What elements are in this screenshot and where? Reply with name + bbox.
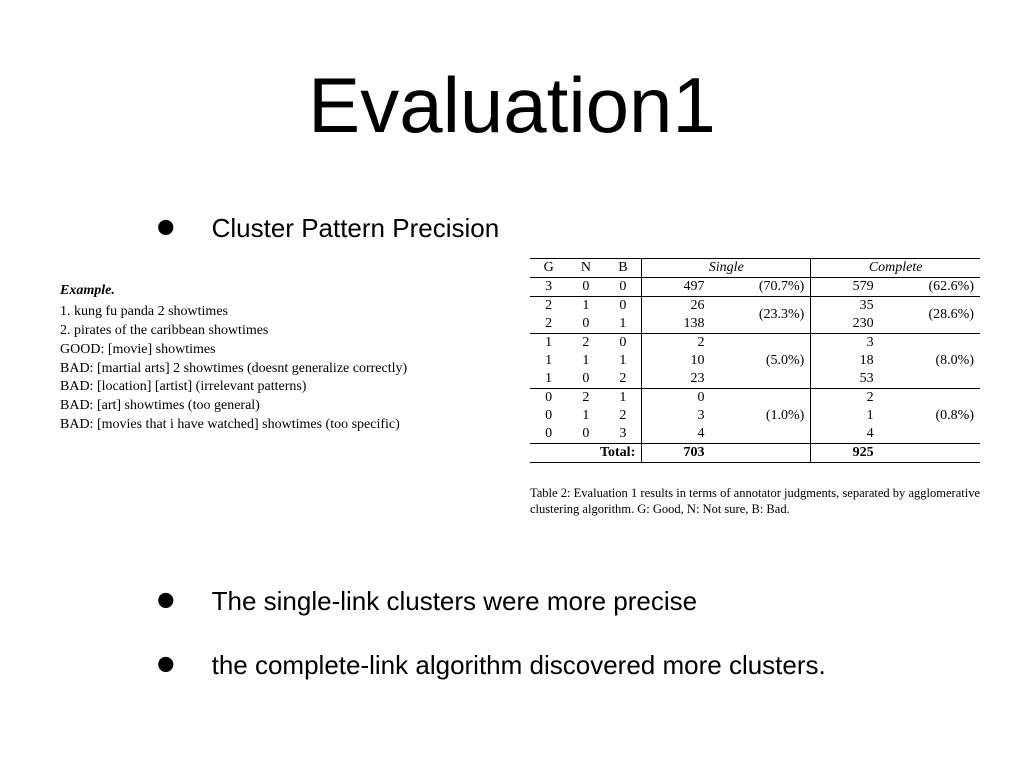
bullet-1-text: Cluster Pattern Precision: [212, 213, 500, 244]
cell-complete-value: 53: [811, 370, 880, 389]
cell-g: 0: [530, 389, 567, 408]
cell-n: 0: [567, 315, 604, 334]
cell-single-value: 10: [642, 352, 711, 370]
results-tbody: 300497(70.7%)579(62.6%)21026(23.3%)35(28…: [530, 278, 980, 463]
total-complete-pad: [880, 444, 980, 463]
table-row: 0210(1.0%)2(0.8%): [530, 389, 980, 408]
col-single: Single: [642, 259, 811, 278]
bullet-3: • the complete-link algorithm discovered…: [156, 650, 826, 681]
cell-single-pct: (23.3%): [711, 297, 811, 334]
cell-b: 1: [605, 352, 642, 370]
cell-complete-pct: (28.6%): [880, 297, 980, 334]
total-label: Total:: [530, 444, 642, 463]
cell-b: 2: [605, 370, 642, 389]
example-line: BAD: [movies that i have watched] showti…: [60, 416, 480, 435]
table-row: 300497(70.7%)579(62.6%): [530, 278, 980, 297]
col-n: N: [567, 259, 604, 278]
cell-complete-value: 18: [811, 352, 880, 370]
cell-complete-value: 3: [811, 334, 880, 353]
cell-g: 2: [530, 315, 567, 334]
cell-single-value: 138: [642, 315, 711, 334]
table-row: 21026(23.3%)35(28.6%): [530, 297, 980, 316]
cell-g: 3: [530, 278, 567, 297]
cell-complete-value: 35: [811, 297, 880, 316]
total-single: 703: [642, 444, 711, 463]
example-line: BAD: [art] showtimes (too general): [60, 397, 480, 416]
cell-single-value: 0: [642, 389, 711, 408]
example-line: BAD: [martial arts] 2 showtimes (doesnt …: [60, 360, 480, 379]
col-b: B: [605, 259, 642, 278]
example-line: GOOD: [movie] showtimes: [60, 341, 480, 360]
results-table-block: G N B Single Complete 300497(70.7%)579(6…: [530, 258, 980, 518]
cell-g: 1: [530, 352, 567, 370]
slide-title: Evaluation1: [0, 60, 1024, 151]
cell-g: 0: [530, 425, 567, 444]
cell-b: 1: [605, 315, 642, 334]
cell-complete-pct: (8.0%): [880, 334, 980, 389]
cell-complete-value: 2: [811, 389, 880, 408]
table-total-row: Total:703 925: [530, 444, 980, 463]
cell-complete-pct: (62.6%): [880, 278, 980, 297]
cell-single-value: 4: [642, 425, 711, 444]
bullet-3-text: the complete-link algorithm discovered m…: [212, 650, 826, 681]
cell-g: 1: [530, 370, 567, 389]
col-complete: Complete: [811, 259, 980, 278]
bullet-1: • Cluster Pattern Precision: [156, 213, 499, 244]
example-header: Example.: [60, 282, 480, 301]
table-row: 1202(5.0%)3(8.0%): [530, 334, 980, 353]
cell-n: 0: [567, 425, 604, 444]
cell-single-value: 2: [642, 334, 711, 353]
cell-b: 2: [605, 407, 642, 425]
col-g: G: [530, 259, 567, 278]
cell-complete-value: 1: [811, 407, 880, 425]
cell-single-value: 497: [642, 278, 711, 297]
cell-n: 0: [567, 278, 604, 297]
cell-single-pct: (1.0%): [711, 389, 811, 444]
cell-n: 1: [567, 407, 604, 425]
total-single-pad: [711, 444, 811, 463]
total-complete: 925: [811, 444, 880, 463]
cell-single-value: 26: [642, 297, 711, 316]
cell-n: 0: [567, 370, 604, 389]
slide: Evaluation1 • Cluster Pattern Precision …: [0, 0, 1024, 768]
cell-single-value: 23: [642, 370, 711, 389]
cell-n: 2: [567, 389, 604, 408]
cell-complete-value: 579: [811, 278, 880, 297]
bullet-2-text: The single-link clusters were more preci…: [212, 586, 698, 617]
cell-b: 3: [605, 425, 642, 444]
cell-b: 1: [605, 389, 642, 408]
cell-single-pct: (70.7%): [711, 278, 811, 297]
cell-g: 2: [530, 297, 567, 316]
cell-single-pct: (5.0%): [711, 334, 811, 389]
cell-n: 2: [567, 334, 604, 353]
example-line: 2. pirates of the caribbean showtimes: [60, 322, 480, 341]
cell-b: 0: [605, 297, 642, 316]
cell-b: 0: [605, 278, 642, 297]
cell-complete-value: 4: [811, 425, 880, 444]
table-caption: Table 2: Evaluation 1 results in terms o…: [530, 485, 980, 518]
cell-b: 0: [605, 334, 642, 353]
example-line: 1. kung fu panda 2 showtimes: [60, 303, 480, 322]
cell-single-value: 3: [642, 407, 711, 425]
cell-complete-value: 230: [811, 315, 880, 334]
cell-complete-pct: (0.8%): [880, 389, 980, 444]
cell-n: 1: [567, 352, 604, 370]
example-block: Example. 1. kung fu panda 2 showtimes 2.…: [60, 282, 480, 435]
cell-g: 1: [530, 334, 567, 353]
cell-n: 1: [567, 297, 604, 316]
bullet-2: • The single-link clusters were more pre…: [156, 586, 697, 617]
cell-g: 0: [530, 407, 567, 425]
results-table: G N B Single Complete 300497(70.7%)579(6…: [530, 258, 980, 463]
example-line: BAD: [location] [artist] (irrelevant pat…: [60, 378, 480, 397]
